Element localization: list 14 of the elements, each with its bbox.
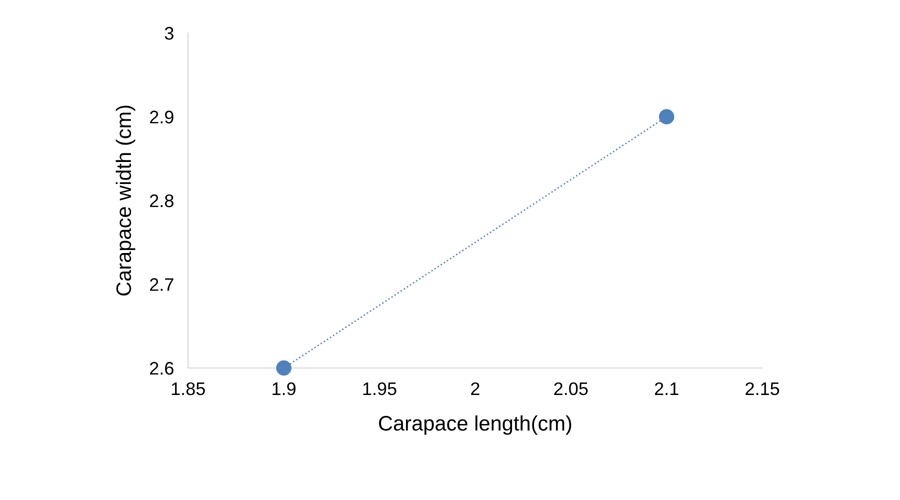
y-axis-title: Carapace width (cm): [116, 106, 136, 296]
y-tick-label: 2.9: [150, 110, 174, 124]
y-tick-label: 2.7: [150, 278, 174, 291]
y-tick-label: 2.8: [150, 194, 174, 208]
x-tick-label: 2.15: [746, 382, 780, 396]
y-tick-label: 2.6: [150, 362, 174, 375]
x-tick-label: 1.85: [172, 382, 205, 396]
x-tick-label: 1.95: [363, 382, 396, 396]
x-tick-label: 2: [471, 382, 480, 395]
x-tick-label: 2.05: [554, 382, 588, 396]
x-axis-title: Carapace length(cm): [379, 415, 572, 435]
x-tick-label: 2.1: [654, 382, 678, 395]
y-tick-label: 3: [164, 26, 174, 40]
x-tick-label: 1.9: [272, 382, 296, 396]
